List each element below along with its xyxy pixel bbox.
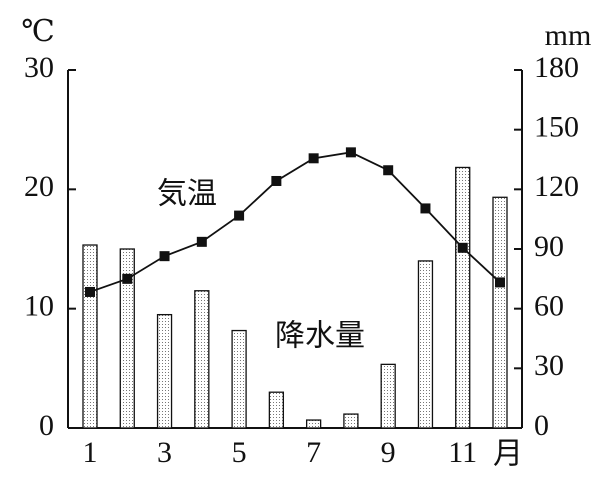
x-axis-label: 月 [493,437,523,472]
point [457,242,468,253]
y2-tick-label: 0 [534,409,549,442]
y2-axis-label: mm [545,19,592,52]
point [308,153,319,164]
x-tick-label: 3 [157,436,172,469]
y-tick-label: 20 [24,170,54,203]
point [383,165,394,176]
x-tick-label: 7 [306,436,321,469]
y-axis-label: ℃ [21,15,55,48]
point [122,273,133,284]
y2-tick-label: 150 [534,111,579,144]
y-tick-label: 30 [24,51,54,84]
point [495,277,505,288]
bar [417,260,434,429]
y2-tick-label: 90 [534,230,564,263]
bar [119,248,135,429]
bar [194,290,210,429]
bar [305,419,322,429]
bar [268,391,285,429]
bar [156,313,173,429]
bar [492,196,508,429]
x-tick-label: 9 [381,436,396,469]
x-tick-label: 1 [83,436,98,469]
point [345,147,356,158]
point [234,210,245,221]
point [85,286,95,297]
x-tick-label: 11 [448,436,477,469]
bar [231,329,247,429]
point [159,251,170,262]
point [271,175,282,186]
bar [380,363,396,429]
y2-tick-label: 30 [534,349,564,382]
bar [455,166,471,429]
bar [343,413,359,429]
point [420,203,431,214]
x-tick-label: 5 [232,436,247,469]
y2-tick-label: 120 [534,170,579,203]
series-label: 気温 [157,177,217,212]
line [89,151,501,293]
y2-tick-label: 60 [534,290,564,323]
y-tick-label: 0 [39,409,54,442]
y-tick-label: 10 [24,290,54,323]
point [196,236,207,247]
series-label: 降水量 [275,319,365,354]
bar [82,244,98,429]
y2-tick-label: 180 [534,51,579,84]
